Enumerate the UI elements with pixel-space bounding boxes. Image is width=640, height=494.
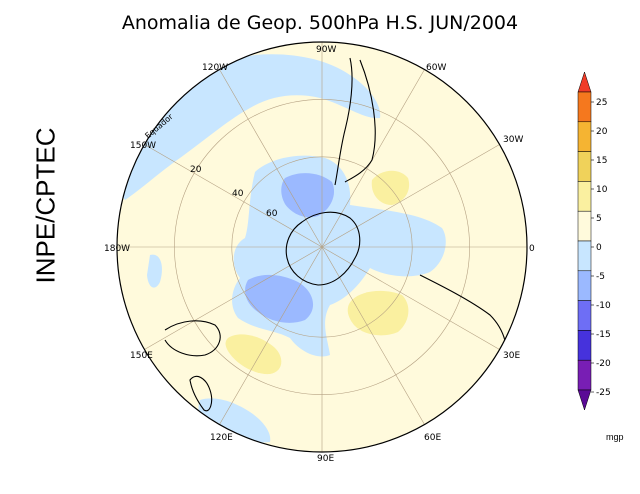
positive-anomaly-region-australia — [225, 334, 282, 375]
longitude-label: 30W — [503, 135, 523, 145]
longitude-label: 60W — [426, 63, 446, 73]
meridian-line — [219, 69, 323, 248]
color-legend: 25 20 15 10 5 0 -5 -10 -15 -20 -25 — [577, 71, 611, 411]
latitude-label: 20 — [190, 165, 202, 175]
legend-tick-label: 20 — [596, 127, 608, 137]
map-title: Anomalia de Geop. 500hPa H.S. JUN/2004 — [121, 12, 519, 34]
legend-swatch — [577, 121, 592, 152]
legend-swatch — [577, 91, 592, 123]
meridian-line — [321, 69, 425, 248]
longitude-label: 150W — [130, 141, 156, 151]
legend-tick-label: 10 — [596, 185, 608, 195]
longitude-label: 180W — [104, 244, 130, 254]
negative-anomaly-core-north — [281, 173, 335, 218]
negative-anomaly-core-south — [245, 274, 314, 323]
legend-tick-label: 15 — [596, 156, 607, 166]
legend-swatch — [577, 151, 592, 182]
longitude-label: 150E — [130, 351, 153, 361]
legend-tick-label: 5 — [596, 214, 602, 224]
meridian-line — [144, 144, 323, 248]
coastline-australia — [164, 320, 221, 357]
legend-tick-label: 25 — [596, 98, 607, 108]
latitude-label: 60 — [266, 209, 278, 219]
graticule — [117, 42, 527, 452]
legend-swatch — [577, 181, 592, 212]
longitude-label: 120W — [202, 63, 228, 73]
longitude-labels: 90W 60W 30W 0 30E 60E 90E 120E 150E 180W 150W 120W — [104, 45, 535, 464]
legend-arrow-bottom — [577, 389, 592, 411]
legend-unit: mgp — [606, 432, 624, 442]
coastline-antarctica — [285, 211, 361, 286]
latitude-label: 40 — [232, 189, 244, 199]
negative-anomaly-region-west — [147, 254, 162, 288]
legend-swatch — [577, 270, 592, 301]
longitude-label: 30E — [503, 351, 520, 361]
meridian-line — [219, 246, 323, 425]
longitude-label: 60E — [424, 433, 441, 443]
longitude-label: 90E — [317, 454, 334, 464]
meridian-line — [321, 144, 500, 248]
longitude-label: 0 — [529, 244, 535, 254]
legend-tick-label: -25 — [596, 388, 611, 398]
legend-swatch — [577, 240, 592, 272]
meridian-line — [144, 246, 323, 350]
legend-swatch — [577, 300, 592, 331]
latitude-labels: 20 40 60 — [190, 165, 278, 219]
meridian-line — [321, 246, 425, 425]
map-disc-border — [116, 41, 528, 453]
longitude-label: 120E — [210, 433, 233, 443]
legend-tick-label: -10 — [596, 301, 611, 311]
legend-arrow-top — [577, 71, 592, 93]
legend-tick-label: -5 — [596, 272, 605, 282]
legend-tick-label: -15 — [596, 330, 611, 340]
legend-swatch — [577, 330, 592, 361]
legend-swatch — [577, 210, 592, 242]
legend-tick-label: -20 — [596, 359, 611, 369]
legend-swatch — [577, 359, 592, 391]
coastline-new-zealand — [189, 375, 213, 412]
longitude-label: 90W — [316, 45, 336, 55]
coastline-south-america — [334, 57, 376, 186]
legend-tick-label: 0 — [596, 243, 602, 253]
